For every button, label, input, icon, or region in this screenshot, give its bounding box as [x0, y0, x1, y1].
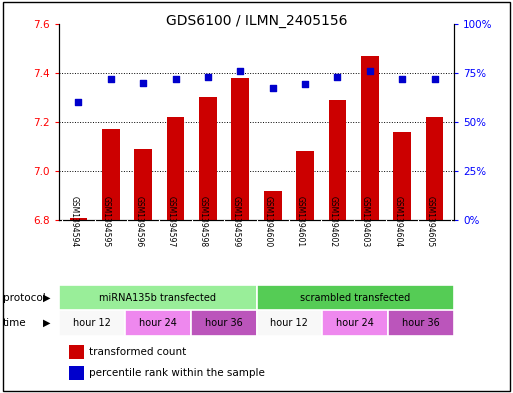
Text: GSM1394605: GSM1394605	[426, 196, 435, 248]
Bar	[70, 218, 87, 220]
Point	[74, 99, 83, 105]
Text: ▶: ▶	[44, 318, 51, 328]
Text: GDS6100 / ILMN_2405156: GDS6100 / ILMN_2405156	[166, 14, 347, 28]
Text: hour 24: hour 24	[139, 318, 176, 328]
Text: hour 12: hour 12	[270, 318, 308, 328]
Bar	[361, 55, 379, 220]
Bar	[59, 310, 125, 336]
Text: GSM1394599: GSM1394599	[231, 196, 240, 248]
Bar	[59, 285, 256, 310]
Text: protocol: protocol	[3, 293, 45, 303]
Point	[430, 75, 439, 82]
Text: ▶: ▶	[44, 293, 51, 303]
Text: GSM1394596: GSM1394596	[134, 196, 143, 248]
Bar	[231, 77, 249, 220]
Bar	[264, 191, 282, 220]
Bar	[322, 310, 388, 336]
Bar	[167, 117, 185, 220]
Text: miRNA135b transfected: miRNA135b transfected	[99, 293, 216, 303]
Point	[236, 68, 244, 74]
Text: transformed count: transformed count	[89, 347, 186, 357]
Bar	[191, 310, 256, 336]
Bar	[256, 285, 454, 310]
Text: GSM1394602: GSM1394602	[328, 196, 338, 248]
Bar	[388, 310, 454, 336]
Bar	[134, 149, 152, 220]
Text: hour 36: hour 36	[205, 318, 243, 328]
Text: GSM1394597: GSM1394597	[167, 196, 175, 248]
Text: hour 12: hour 12	[73, 318, 111, 328]
Text: hour 24: hour 24	[337, 318, 374, 328]
Bar	[102, 129, 120, 220]
Text: scrambled transfected: scrambled transfected	[300, 293, 410, 303]
Text: GSM1394604: GSM1394604	[393, 196, 402, 248]
Bar	[296, 151, 314, 220]
Point	[398, 75, 406, 82]
Text: time: time	[3, 318, 26, 328]
Text: hour 36: hour 36	[402, 318, 440, 328]
Bar	[256, 310, 322, 336]
Bar	[426, 117, 443, 220]
Point	[204, 73, 212, 80]
Bar	[328, 100, 346, 220]
Point	[366, 68, 374, 74]
Bar	[199, 97, 217, 220]
Text: GSM1394600: GSM1394600	[264, 196, 273, 248]
Bar	[393, 132, 411, 220]
Point	[171, 75, 180, 82]
Point	[333, 73, 342, 80]
Point	[139, 79, 147, 86]
Text: GSM1394601: GSM1394601	[296, 196, 305, 248]
Point	[107, 75, 115, 82]
Point	[269, 85, 277, 92]
Text: GSM1394598: GSM1394598	[199, 196, 208, 248]
Text: GSM1394595: GSM1394595	[102, 196, 111, 248]
Text: GSM1394603: GSM1394603	[361, 196, 370, 248]
Bar	[125, 310, 191, 336]
Text: GSM1394594: GSM1394594	[69, 196, 78, 248]
Point	[301, 81, 309, 88]
Text: percentile rank within the sample: percentile rank within the sample	[89, 368, 265, 378]
